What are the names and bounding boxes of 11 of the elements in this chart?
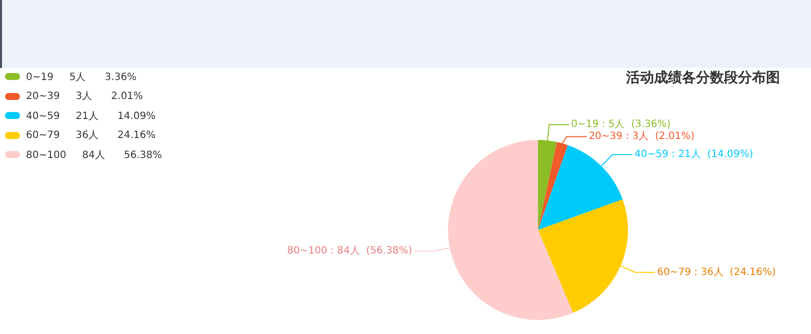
text: 40~59 : 21人 (14.09%): [634, 149, 754, 160]
text: 0~19 : 5人 (3.36%): [571, 119, 671, 130]
legend-label: 0~19 5人 3.36%: [26, 70, 137, 84]
text: 活动成绩各分数段分布图: [626, 69, 780, 88]
text: 60~79 : 36人 (24.16%): [657, 266, 776, 278]
text: 20~39 : 3人 (2.01%): [588, 131, 695, 142]
legend-label: 40~59 21人 14.09%: [26, 110, 156, 123]
text: 80~100 : 84人 (56.38%): [287, 246, 412, 257]
legend-label: 80~100 84人 56.38%: [26, 148, 162, 162]
legend-label: 20~39 3人 2.01%: [26, 90, 143, 104]
legend-label: 60~79 36人 24.16%: [26, 129, 156, 142]
